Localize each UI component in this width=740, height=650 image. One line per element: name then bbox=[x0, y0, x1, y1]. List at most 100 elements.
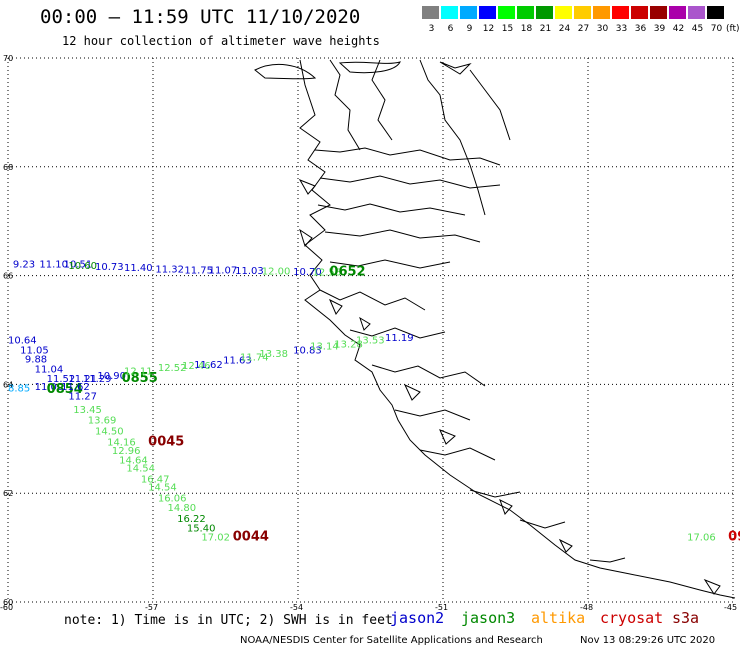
colorbar-swatch bbox=[422, 6, 439, 19]
lat-tick-label: 66 bbox=[3, 272, 13, 281]
wave-height-label: 8.85 bbox=[8, 383, 30, 394]
wave-height-label: 10.60 bbox=[68, 261, 97, 272]
colorbar-label: 9 bbox=[466, 24, 473, 34]
wave-height-label: 14.16 bbox=[107, 437, 136, 448]
wave-height-label: 12.00 bbox=[262, 267, 291, 278]
generated-timestamp: Nov 13 08:29:26 UTC 2020 bbox=[580, 635, 716, 646]
wave-height-label: 11.62 bbox=[194, 360, 223, 371]
colorbar-swatch bbox=[460, 6, 477, 19]
wave-height-label: 12.52 bbox=[158, 363, 187, 374]
pass-time-label: 09 bbox=[728, 530, 740, 545]
colorbar-label: 12 bbox=[482, 24, 495, 34]
colorbar-label: 70 bbox=[710, 24, 723, 34]
satellite-legend-jason2: jason2 bbox=[390, 609, 445, 627]
axis-tick-labels: 70 68 66 64 62 60-60 -57 -54 -51 -48 -45 bbox=[0, 54, 737, 612]
colorbar-label: 18 bbox=[520, 24, 533, 34]
map-subtitle: 12 hour collection of altimeter wave hei… bbox=[62, 34, 380, 48]
lon-tick-label: -51 bbox=[435, 603, 448, 612]
wave-height-label: 11.00 bbox=[35, 382, 64, 393]
coastline-segment bbox=[519, 519, 566, 529]
wave-height-label: 10.83 bbox=[293, 345, 322, 356]
lon-tick-label: -57 bbox=[145, 603, 158, 612]
wave-height-label: 10.64 bbox=[8, 336, 37, 347]
coastline-segment bbox=[329, 59, 361, 151]
wave-height-label: 11.27 bbox=[68, 392, 97, 403]
colorbar-label: 3 bbox=[428, 24, 435, 34]
coastline-segment bbox=[329, 259, 451, 269]
pass-time-label: 0045 bbox=[148, 434, 184, 449]
wave-height-label: 11.63 bbox=[223, 356, 252, 367]
wave-height-label: 13.14 bbox=[310, 342, 339, 353]
wave-height-label: 11.21 bbox=[68, 374, 97, 385]
lat-tick-label: 64 bbox=[3, 380, 13, 389]
footer-note: note: 1) Time is in UTC; 2) SWH is in fe… bbox=[64, 613, 393, 628]
lon-tick-label: -54 bbox=[290, 603, 303, 612]
wave-height-label: 11.52 bbox=[47, 374, 76, 385]
coastline-segment bbox=[499, 498, 513, 515]
colorbar-swatch bbox=[688, 6, 705, 19]
coastline-segment bbox=[254, 64, 317, 80]
coastline-segment bbox=[319, 289, 426, 311]
colorbar-swatch bbox=[574, 6, 591, 19]
coastline-segment bbox=[394, 409, 471, 421]
wave-height-label: 13.28 bbox=[334, 339, 363, 350]
wave-height-label: 10.51 bbox=[64, 259, 93, 270]
wave-height-label: 11.62 bbox=[61, 382, 90, 393]
wave-height-label: 12.11 bbox=[124, 367, 153, 378]
colorbar-label: 27 bbox=[577, 24, 590, 34]
wave-height-label: 14.54 bbox=[148, 482, 177, 493]
colorbar-label: 30 bbox=[596, 24, 609, 34]
wave-height-label: 14.64 bbox=[119, 455, 148, 466]
coastline-segment bbox=[371, 59, 393, 141]
wave-height-label: 14.80 bbox=[168, 503, 197, 514]
lat-tick-label: 60 bbox=[3, 598, 13, 607]
coastline-segment bbox=[439, 429, 456, 445]
wave-height-label: 11.74 bbox=[240, 352, 269, 363]
coastline-segment bbox=[558, 538, 573, 553]
colorbar-swatch bbox=[707, 6, 724, 19]
coastline-segment bbox=[314, 147, 501, 166]
satellite-legend-cryosat: cryosat bbox=[600, 609, 664, 627]
wave-height-label: 16.06 bbox=[158, 493, 187, 504]
lat-tick-label: 62 bbox=[3, 489, 13, 498]
coastline-segment bbox=[703, 578, 721, 595]
wave-height-label: 10.90 bbox=[97, 371, 126, 382]
wave-height-label: 9.88 bbox=[25, 355, 47, 366]
colorbar-swatch bbox=[593, 6, 610, 19]
coastline-segment bbox=[349, 327, 446, 339]
colorbar-label: 33 bbox=[615, 24, 628, 34]
wave-height-label: 17.02 bbox=[201, 533, 230, 544]
wave-height-label: 11.19 bbox=[385, 333, 414, 344]
coastline-segment bbox=[298, 179, 316, 195]
colorbar-unit: (ft) bbox=[726, 24, 740, 34]
wave-height-label: 16.22 bbox=[177, 514, 206, 525]
wave-height-label: 11.07 bbox=[209, 265, 238, 276]
colorbar-swatch bbox=[517, 6, 534, 19]
colorbar-label: 39 bbox=[653, 24, 666, 34]
credit-text: NOAA/NESDIS Center for Satellite Applica… bbox=[240, 635, 543, 646]
colorbar-label: 42 bbox=[672, 24, 685, 34]
colorbar-swatch bbox=[536, 6, 553, 19]
satellite-legend-altika: altika bbox=[531, 609, 586, 627]
wave-height-label: 11.40 bbox=[124, 263, 153, 274]
coastline-segment bbox=[324, 229, 481, 243]
lon-tick-label: -45 bbox=[724, 603, 737, 612]
lat-tick-label: 70 bbox=[3, 54, 13, 63]
colorbar-label: 36 bbox=[634, 24, 647, 34]
colorbar-swatch bbox=[669, 6, 686, 19]
wave-height-label: 11.05 bbox=[20, 345, 49, 356]
colorbar-swatch bbox=[498, 6, 515, 19]
colorbar-swatch bbox=[441, 6, 458, 19]
coastline-segment bbox=[299, 228, 313, 248]
colorbar-label: 15 bbox=[501, 24, 514, 34]
wave-height-label: 13.38 bbox=[259, 349, 288, 360]
satellite-legend-s3a: s3a bbox=[672, 609, 700, 627]
coastline-segment bbox=[319, 175, 501, 189]
wave-height-label: 13.53 bbox=[356, 336, 385, 347]
coastline-segment bbox=[589, 557, 626, 563]
colorbar-swatch bbox=[479, 6, 496, 19]
greenland-coastline bbox=[254, 59, 736, 599]
colorbar-label: 45 bbox=[691, 24, 704, 34]
